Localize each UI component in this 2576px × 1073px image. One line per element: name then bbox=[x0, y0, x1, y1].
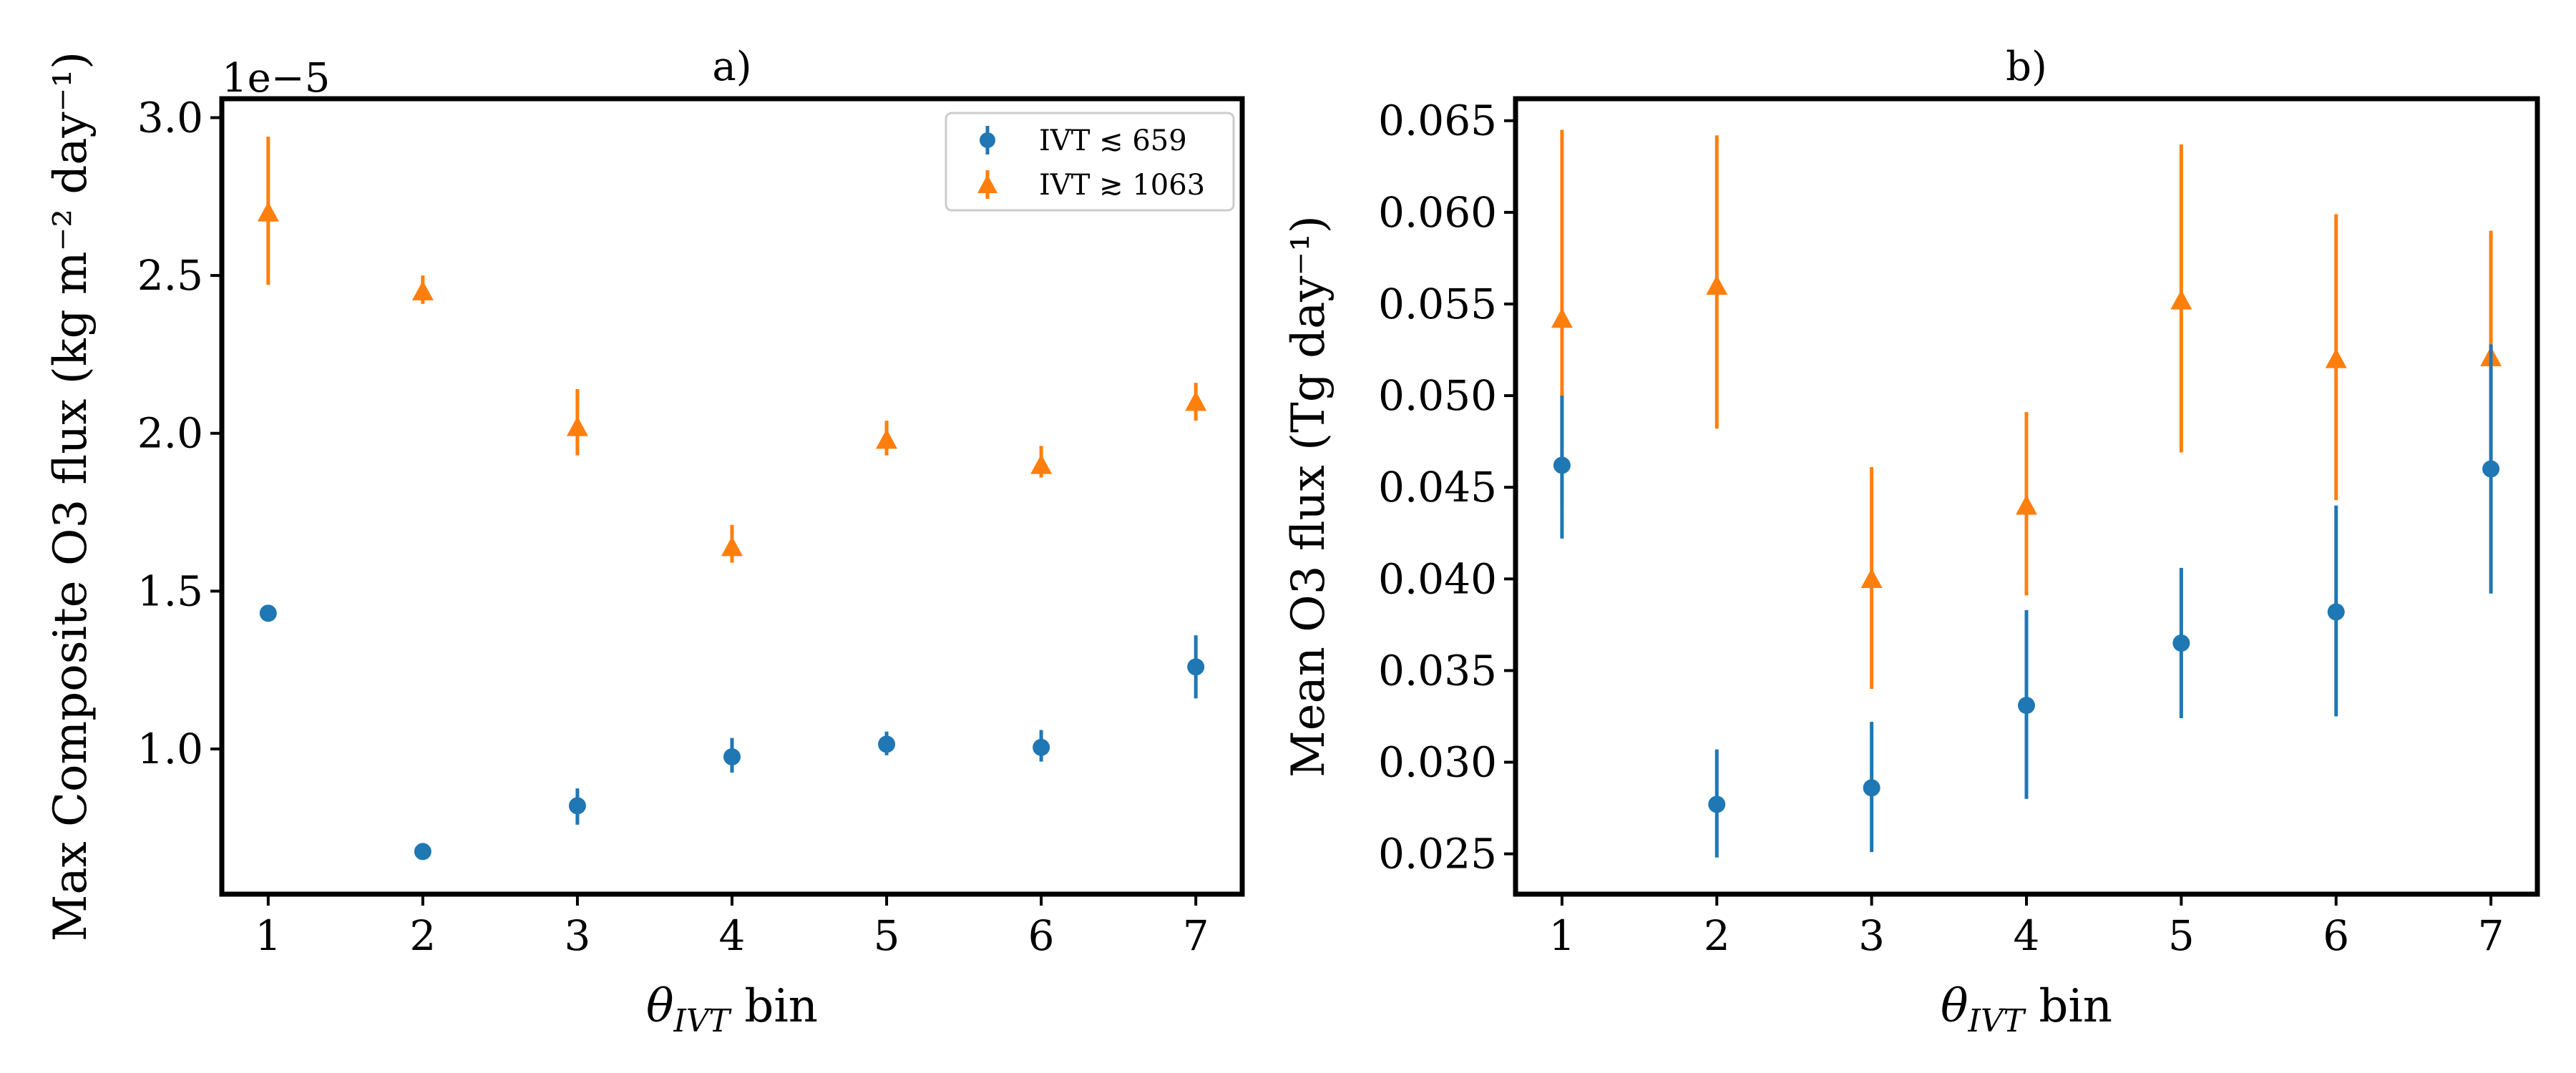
y-axis-label: Max Composite O3 flux (kg m⁻² day⁻¹) bbox=[44, 52, 97, 941]
data-point-triangle bbox=[1030, 454, 1053, 474]
x-tick-label: 3 bbox=[564, 911, 590, 960]
data-point-circle bbox=[1553, 456, 1571, 474]
data-point-circle bbox=[568, 797, 586, 815]
y-tick-label: 1.0 bbox=[137, 725, 203, 773]
x-axis-label-subscript: IVT bbox=[673, 1003, 733, 1039]
data-point-triangle bbox=[2170, 289, 2192, 310]
y-tick-label: 0.030 bbox=[1378, 738, 1497, 787]
y-tick-label: 0.035 bbox=[1378, 646, 1497, 695]
data-point-circle bbox=[259, 604, 277, 622]
data-point-triangle bbox=[721, 536, 743, 557]
legend-label: IVT ≲ 659 bbox=[1039, 124, 1187, 157]
data-point-circle bbox=[878, 735, 896, 753]
x-tick-label: 6 bbox=[2323, 911, 2349, 960]
panel-a: a) 1 2 3 4 5 6 7 1.0 1.5 2.0 2.5 3.0 1e−5 θIVT bin Max … bbox=[44, 44, 1245, 1039]
x-tick-label: 7 bbox=[2478, 911, 2504, 960]
y-tick-label: 0.040 bbox=[1378, 554, 1497, 603]
data-point-triangle bbox=[2016, 494, 2037, 515]
x-axis-label-subscript: IVT bbox=[1968, 1003, 2027, 1039]
x-axis-label-symbol: θ bbox=[1941, 980, 1968, 1033]
x-tick-label: 2 bbox=[409, 911, 436, 960]
data-point-circle bbox=[1708, 795, 1726, 813]
data-point-circle bbox=[2172, 634, 2190, 652]
y-tick-label: 0.060 bbox=[1378, 188, 1497, 237]
data-point-circle bbox=[1863, 779, 1880, 797]
panel-title: b) bbox=[2006, 44, 2047, 90]
data-point-circle bbox=[414, 843, 431, 861]
y-tick-label: 0.050 bbox=[1378, 371, 1497, 420]
data-point-triangle bbox=[1706, 275, 1728, 295]
data-point-triangle bbox=[566, 416, 588, 436]
x-axis-label: θIVT bin bbox=[1941, 980, 2112, 1039]
x-tick-label: 5 bbox=[2168, 911, 2195, 960]
data-point-circle bbox=[2482, 460, 2500, 478]
y-tick-label: 0.025 bbox=[1378, 830, 1497, 878]
panel-title: a) bbox=[712, 44, 751, 90]
y-tick-label: 3.0 bbox=[137, 93, 203, 142]
y-tick-label: 0.055 bbox=[1378, 280, 1497, 328]
data-point-triangle bbox=[876, 428, 898, 449]
x-axis-label-suffix: bin bbox=[730, 980, 818, 1033]
plot-frame bbox=[1513, 96, 2540, 897]
legend-marker-circle bbox=[980, 132, 995, 148]
data-point-circle bbox=[2327, 603, 2345, 621]
y-tick-label: 2.5 bbox=[137, 251, 203, 300]
panel-b: b) 1 2 3 4 5 6 7 0.025 0.030 0.035 0.040 0.045 0.050 0… bbox=[1282, 44, 2540, 1039]
legend-label: IVT ≳ 1063 bbox=[1039, 169, 1205, 202]
x-tick-label: 4 bbox=[2014, 911, 2040, 960]
plot-frame bbox=[219, 96, 1245, 897]
legend: IVT ≲ 659 IVT ≳ 1063 bbox=[945, 112, 1235, 212]
data-point-circle bbox=[1033, 738, 1050, 756]
x-axis-label-symbol: θ bbox=[646, 980, 674, 1033]
data-point-triangle bbox=[411, 280, 434, 300]
x-axis-label-suffix: bin bbox=[2024, 980, 2112, 1033]
data-point-circle bbox=[723, 748, 741, 766]
x-tick-label: 5 bbox=[874, 911, 900, 960]
y-tick-label: 1.5 bbox=[137, 567, 203, 615]
x-tick-label: 3 bbox=[1858, 911, 1885, 960]
y-scale-offset: 1e−5 bbox=[222, 55, 330, 102]
y-tick-label: 0.065 bbox=[1378, 97, 1497, 145]
x-tick-label: 1 bbox=[255, 911, 281, 960]
data-point-triangle bbox=[1860, 568, 1883, 589]
x-tick-label: 2 bbox=[1704, 911, 1730, 960]
y-tick-label: 0.045 bbox=[1378, 463, 1497, 511]
y-tick-label: 2.0 bbox=[137, 409, 203, 458]
x-tick-label: 4 bbox=[719, 911, 746, 960]
data-point-triangle bbox=[257, 201, 279, 222]
x-axis-label: θIVT bin bbox=[646, 980, 818, 1039]
data-point-triangle bbox=[1551, 308, 1573, 328]
legend-marker-triangle bbox=[977, 175, 997, 193]
data-point-triangle bbox=[1185, 391, 1207, 411]
data-point-triangle bbox=[2325, 348, 2347, 368]
x-tick-label: 1 bbox=[1548, 911, 1575, 960]
x-tick-label: 6 bbox=[1028, 911, 1055, 960]
data-point-circle bbox=[2018, 697, 2035, 715]
y-axis-label: Mean O3 flux (Tg day⁻¹) bbox=[1282, 215, 1335, 778]
x-tick-label: 7 bbox=[1183, 911, 1209, 960]
data-point-circle bbox=[1187, 658, 1205, 676]
legend-box bbox=[945, 112, 1235, 212]
